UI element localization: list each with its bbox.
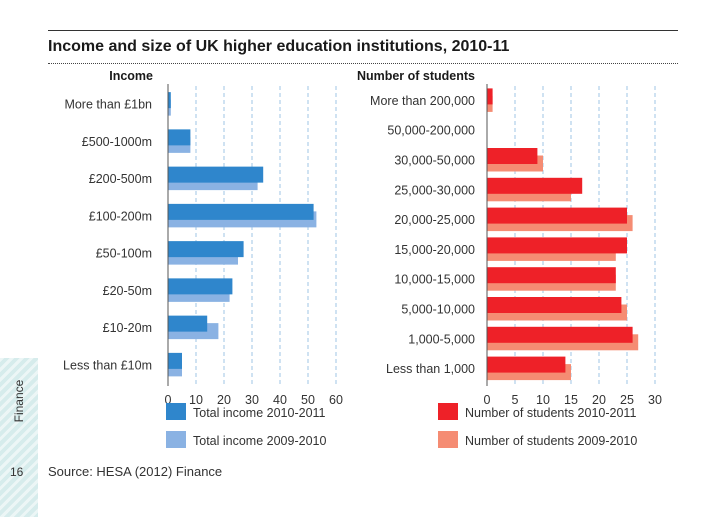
students-category-label: More than 200,000 [370, 94, 475, 108]
students-bar-2010-2011-6 [487, 267, 616, 284]
students-bar-2010-2011-4 [487, 207, 627, 224]
students-bar-2010-2011-5 [487, 237, 627, 254]
income-category-label: Less than £10m [63, 358, 152, 372]
students-bar-2010-2011-0 [487, 88, 493, 105]
income-category-label: £10-20m [103, 321, 152, 335]
income-legend-label-1: Total income 2009-2010 [193, 434, 326, 448]
income-tick-label: 20 [217, 393, 231, 407]
income-tick-label: 50 [301, 393, 315, 407]
students-panel-title: Number of students [357, 69, 475, 83]
income-bar-2010-2011-1 [168, 129, 191, 146]
students-bar-2010-2011-9 [487, 356, 566, 373]
students-category-label: 30,000-50,000 [394, 154, 475, 168]
students-tick-label: 15 [564, 393, 578, 407]
students-legend-label-1: Number of students 2009-2010 [465, 434, 637, 448]
title-divider [48, 63, 678, 64]
students-bar-2010-2011-7 [487, 297, 622, 313]
income-bar-2010-2011-3 [168, 203, 314, 220]
income-tick-label: 10 [189, 393, 203, 407]
income-legend-swatch-0 [166, 403, 186, 420]
students-tick-label: 30 [648, 393, 662, 407]
income-category-label: £200-500m [89, 172, 152, 186]
income-tick-label: 60 [329, 393, 343, 407]
income-category-label: £500-1000m [82, 135, 152, 149]
income-panel-title: Income [109, 69, 153, 83]
income-bar-2010-2011-7 [168, 352, 182, 369]
students-category-label: 10,000-15,000 [394, 273, 475, 287]
sidebar-section-text: Finance [12, 379, 26, 423]
income-bar-2010-2011-2 [168, 166, 264, 183]
students-tick-label: 10 [536, 393, 550, 407]
students-category-label: Less than 1,000 [386, 362, 475, 376]
income-legend-swatch-1 [166, 431, 186, 448]
students-tick-label: 20 [592, 393, 606, 407]
income-bar-2010-2011-5 [168, 278, 233, 295]
students-tick-label: 5 [512, 393, 519, 407]
income-tick-label: 40 [273, 393, 287, 407]
students-category-label: 25,000-30,000 [394, 183, 475, 197]
students-tick-label: 25 [620, 393, 634, 407]
students-category-label: 5,000-10,000 [401, 303, 475, 317]
students-bar-2010-2011-8 [487, 326, 633, 343]
students-category-label: 15,000-20,000 [394, 243, 475, 257]
page-title: Income and size of UK higher education i… [48, 38, 510, 55]
income-category-label: More than £1bn [64, 98, 152, 112]
students-category-label: 20,000-25,000 [394, 213, 475, 227]
students-legend-swatch-1 [438, 431, 458, 448]
sidebar-band [0, 358, 38, 517]
students-category-label: 1,000-5,000 [408, 332, 475, 346]
sidebar-section-label: Finance [1, 372, 35, 432]
income-category-label: £50-100m [96, 247, 152, 261]
income-bar-2010-2011-4 [168, 241, 244, 258]
students-category-label: 50,000-200,000 [387, 124, 475, 138]
income-category-label: £20-50m [103, 284, 152, 298]
income-tick-label: 0 [165, 393, 172, 407]
income-tick-label: 30 [245, 393, 259, 407]
students-tick-label: 0 [484, 393, 491, 407]
students-bar-2010-2011-3 [487, 177, 583, 194]
students-legend-label-0: Number of students 2010-2011 [465, 406, 636, 420]
source-note: Source: HESA (2012) Finance [48, 464, 223, 479]
income-category-label: £100-200m [89, 209, 152, 223]
page-number: 16 [10, 465, 24, 479]
income-legend-label-0: Total income 2010-2011 [193, 406, 326, 420]
top-rule [48, 30, 678, 31]
students-legend-swatch-0 [438, 403, 458, 420]
income-bar-2010-2011-0 [168, 92, 171, 109]
income-bar-2010-2011-6 [168, 315, 208, 332]
students-bar-2010-2011-2 [487, 148, 538, 164]
